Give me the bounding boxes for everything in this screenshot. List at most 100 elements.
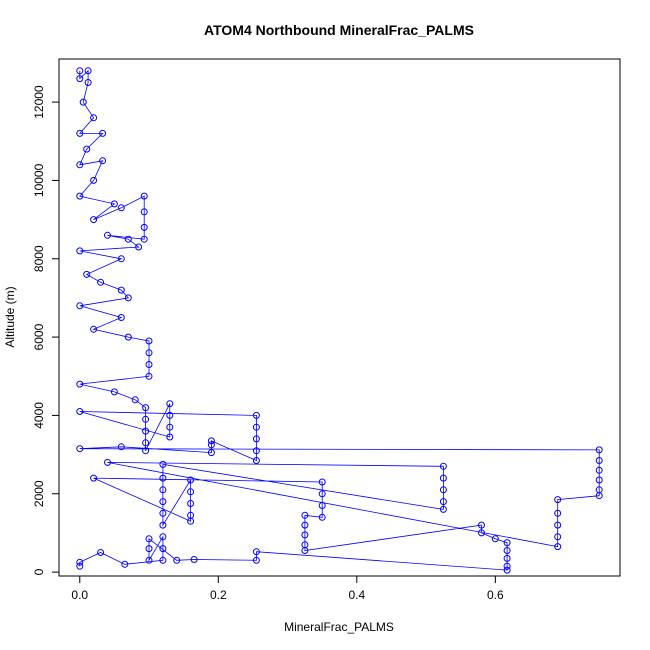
data-point (252, 423, 260, 431)
data-point (252, 447, 260, 455)
data-point (104, 458, 111, 466)
data-point (159, 545, 167, 553)
data-point (554, 509, 562, 517)
data-point (173, 556, 181, 564)
data-point (159, 498, 167, 506)
data-point (84, 67, 92, 75)
data-point (145, 337, 153, 345)
data-point (159, 460, 167, 468)
data-point (117, 443, 125, 451)
data-point (503, 539, 511, 547)
chart-title: ATOM4 Northbound MineralFrac_PALMS (204, 22, 474, 38)
data-point (140, 208, 148, 216)
data-point (318, 502, 326, 509)
data-point (124, 294, 132, 302)
data-point (110, 200, 118, 208)
data-point (76, 562, 84, 570)
data-point (90, 216, 98, 224)
data-point (166, 411, 174, 419)
data-point (145, 556, 153, 564)
y-tick-label: 0 (32, 568, 46, 575)
data-point (145, 545, 153, 553)
x-tick-label: 0.4 (348, 588, 365, 602)
data-point (207, 441, 215, 449)
data-point (90, 114, 98, 122)
x-axis-label: MineralFrac_PALMS (284, 620, 394, 634)
x-tick-label: 0.2 (210, 588, 227, 602)
plot-frame (58, 58, 621, 577)
data-point (187, 488, 195, 496)
data-point (76, 558, 84, 566)
data-point (166, 423, 174, 431)
data-point (76, 192, 84, 200)
y-tick-label: 4000 (32, 402, 46, 429)
data-point (76, 302, 84, 310)
series-line (78, 69, 600, 571)
data-point (554, 543, 562, 551)
data-point (97, 278, 105, 286)
data-point (252, 457, 260, 464)
data-point (140, 223, 148, 231)
data-point (439, 462, 447, 470)
data-point (159, 521, 167, 529)
data-point (142, 404, 150, 412)
data-point (83, 145, 91, 153)
data-point (135, 243, 143, 251)
data-point (207, 449, 215, 457)
data-point (131, 396, 139, 404)
data-point (117, 255, 125, 263)
data-point (595, 492, 603, 500)
data-point (503, 566, 511, 574)
data-point (439, 498, 447, 506)
data-point (301, 511, 309, 519)
y-tick-label: 8000 (32, 245, 46, 272)
y-tick-label: 6000 (32, 323, 46, 350)
x-tick-label: 0.0 (71, 588, 88, 602)
data-point (318, 513, 326, 521)
data-point (478, 521, 485, 529)
data-point (439, 486, 447, 494)
data-point (439, 505, 447, 513)
data-point (252, 411, 260, 419)
data-point (301, 531, 309, 539)
x-axis: 0.0 0.2 0.4 0.6 (71, 575, 504, 602)
data-point (159, 533, 167, 541)
data-point (595, 476, 603, 484)
data-point (76, 75, 84, 83)
data-point (595, 457, 603, 464)
data-point (318, 490, 326, 498)
data-point (121, 560, 129, 568)
data-point (97, 549, 105, 556)
data-point (252, 435, 260, 443)
data-point (104, 231, 111, 239)
data-point (554, 521, 562, 529)
data-point (145, 361, 153, 368)
data-point (117, 286, 125, 294)
data-point (76, 247, 84, 255)
data-point (159, 474, 167, 482)
data-point (503, 562, 511, 570)
data-point (76, 445, 84, 453)
data-point (142, 427, 150, 435)
data-point (503, 547, 511, 554)
data-point (140, 235, 148, 243)
data-point (166, 400, 174, 408)
data-point (90, 325, 98, 333)
data-point (110, 388, 118, 396)
data-point (76, 67, 84, 75)
data-point (491, 535, 499, 543)
data-point (76, 380, 84, 388)
data-point (145, 349, 153, 357)
data-point (301, 521, 309, 529)
data-point (142, 447, 150, 455)
data-point (595, 446, 603, 454)
data-point (554, 533, 562, 541)
data-point (76, 408, 84, 415)
data-point (117, 314, 125, 321)
data-point (318, 478, 326, 486)
data-point (117, 204, 125, 212)
data-point (90, 474, 98, 482)
plot-area (76, 67, 603, 574)
data-point (166, 433, 174, 441)
